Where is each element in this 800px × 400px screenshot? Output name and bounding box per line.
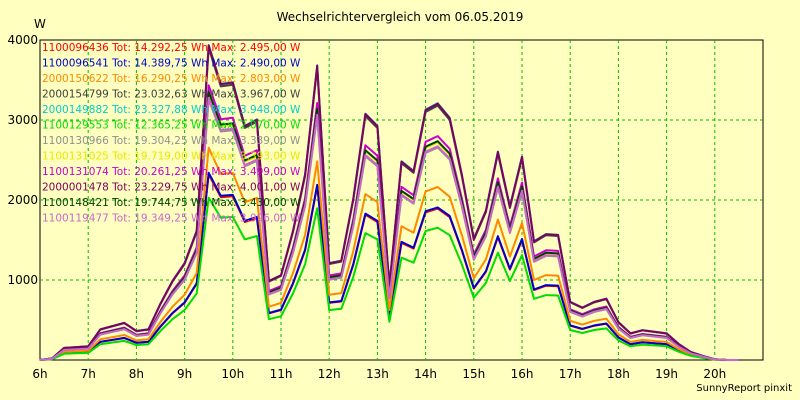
series-line xyxy=(39,96,739,361)
x-tick-label: 10h xyxy=(221,367,244,381)
y-tick-label: 2000 xyxy=(7,193,38,207)
x-tick-label: 15h xyxy=(462,367,485,381)
legend-entry: 1100131074 Tot: 20.261,25 Wh Max: 3.499,… xyxy=(42,166,301,178)
x-tick-label: 17h xyxy=(559,367,582,381)
x-tick-label: 6h xyxy=(32,367,47,381)
legend-entry: 1100131025 Tot: 19.719,00 Wh Max: 3.393,… xyxy=(42,151,301,163)
x-tick-label: 19h xyxy=(655,367,678,381)
chart-title: Wechselrichtervergleich vom 06.05.2019 xyxy=(276,10,524,24)
legend-entry: 1100129553 Tot: 12.365,25 Wh Max: 2.070,… xyxy=(42,120,301,132)
legend-entry: 2000149882 Tot: 23.327,88 Wh Max: 3.948,… xyxy=(42,104,301,116)
legend-entry: 1100119477 Tot: 19.349,25 Wh Max: 3.996,… xyxy=(42,213,301,225)
legend-entry: 1100130966 Tot: 19.304,25 Wh Max: 3.339,… xyxy=(42,135,301,147)
series-line xyxy=(39,196,739,361)
x-tick-label: 7h xyxy=(81,367,96,381)
x-tick-label: 20h xyxy=(703,367,726,381)
legend-entry: 1100096436 Tot: 14.292,25 Wh Max: 2.495,… xyxy=(42,42,301,54)
y-tick-label: 4000 xyxy=(7,33,38,47)
x-tick-label: 13h xyxy=(366,367,389,381)
y-tick-label: 1000 xyxy=(7,273,38,287)
series-line xyxy=(39,146,739,361)
legend-entry: 2000154799 Tot: 23.032,63 Wh Max: 3.967,… xyxy=(42,89,301,101)
legend-entry: 2000150622 Tot: 16.290,25 Wh Max: 2.803,… xyxy=(42,73,301,85)
x-tick-label: 14h xyxy=(414,367,437,381)
x-tick-label: 18h xyxy=(607,367,630,381)
legend-entry: 1100096541 Tot: 14.389,75 Wh Max: 2.490,… xyxy=(42,58,301,70)
legend-entry: 2000001478 Tot: 23.229,75 Wh Max: 4.001,… xyxy=(42,182,301,194)
x-tick-label: 12h xyxy=(318,367,341,381)
y-tick-label: 3000 xyxy=(7,113,38,127)
legend-entry: 1100148421 Tot: 19.744,75 Wh Max: 3.430,… xyxy=(42,197,301,209)
x-tick-label: 9h xyxy=(177,367,192,381)
x-tick-label: 16h xyxy=(511,367,534,381)
x-tick-label: 8h xyxy=(129,367,144,381)
y-unit-label: W xyxy=(34,17,46,31)
credit-label: SunnyReport pinxit xyxy=(696,383,792,394)
x-tick-label: 11h xyxy=(270,367,293,381)
